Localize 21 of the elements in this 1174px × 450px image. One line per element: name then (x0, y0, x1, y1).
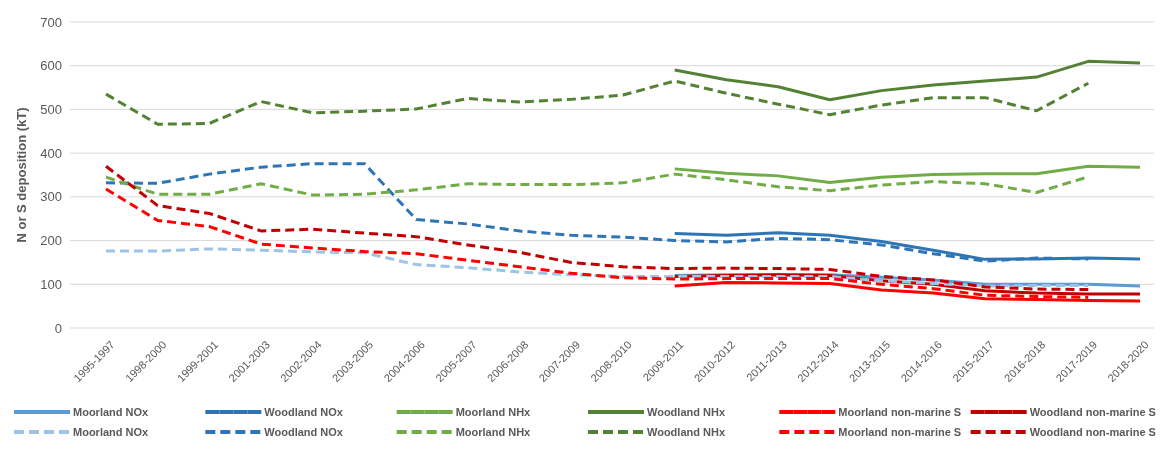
y-tick-label: 500 (40, 101, 62, 117)
legend-label: Moorland non-marine S (838, 425, 962, 438)
legend-label: Moorland NHx (455, 425, 532, 438)
y-tick-label: 200 (40, 233, 62, 249)
y-tick-label: 100 (40, 276, 62, 292)
legend-label: Moorland NOx (73, 405, 150, 418)
legend-label: Woodland non-marine S (1029, 425, 1156, 438)
legend-label: Woodland NOx (264, 405, 344, 418)
y-tick-label: 400 (40, 145, 62, 161)
legend-label: Moorland NHx (455, 405, 532, 418)
legend-label: Moorland NOx (73, 425, 150, 438)
y-tick-label: 0 (54, 320, 62, 336)
legend-label: Woodland NOx (264, 425, 344, 438)
legend-label: Moorland non-marine S (838, 405, 962, 418)
y-tick-label: 600 (40, 58, 62, 74)
y-axis-title: N or S deposition (kT) (14, 107, 29, 243)
legend-label: Woodland NHx (647, 425, 726, 438)
legend-label: Woodland non-marine S (1029, 405, 1156, 418)
legend-label: Woodland NHx (647, 405, 726, 418)
y-tick-label: 300 (40, 189, 62, 205)
y-tick-label: 700 (40, 14, 62, 30)
